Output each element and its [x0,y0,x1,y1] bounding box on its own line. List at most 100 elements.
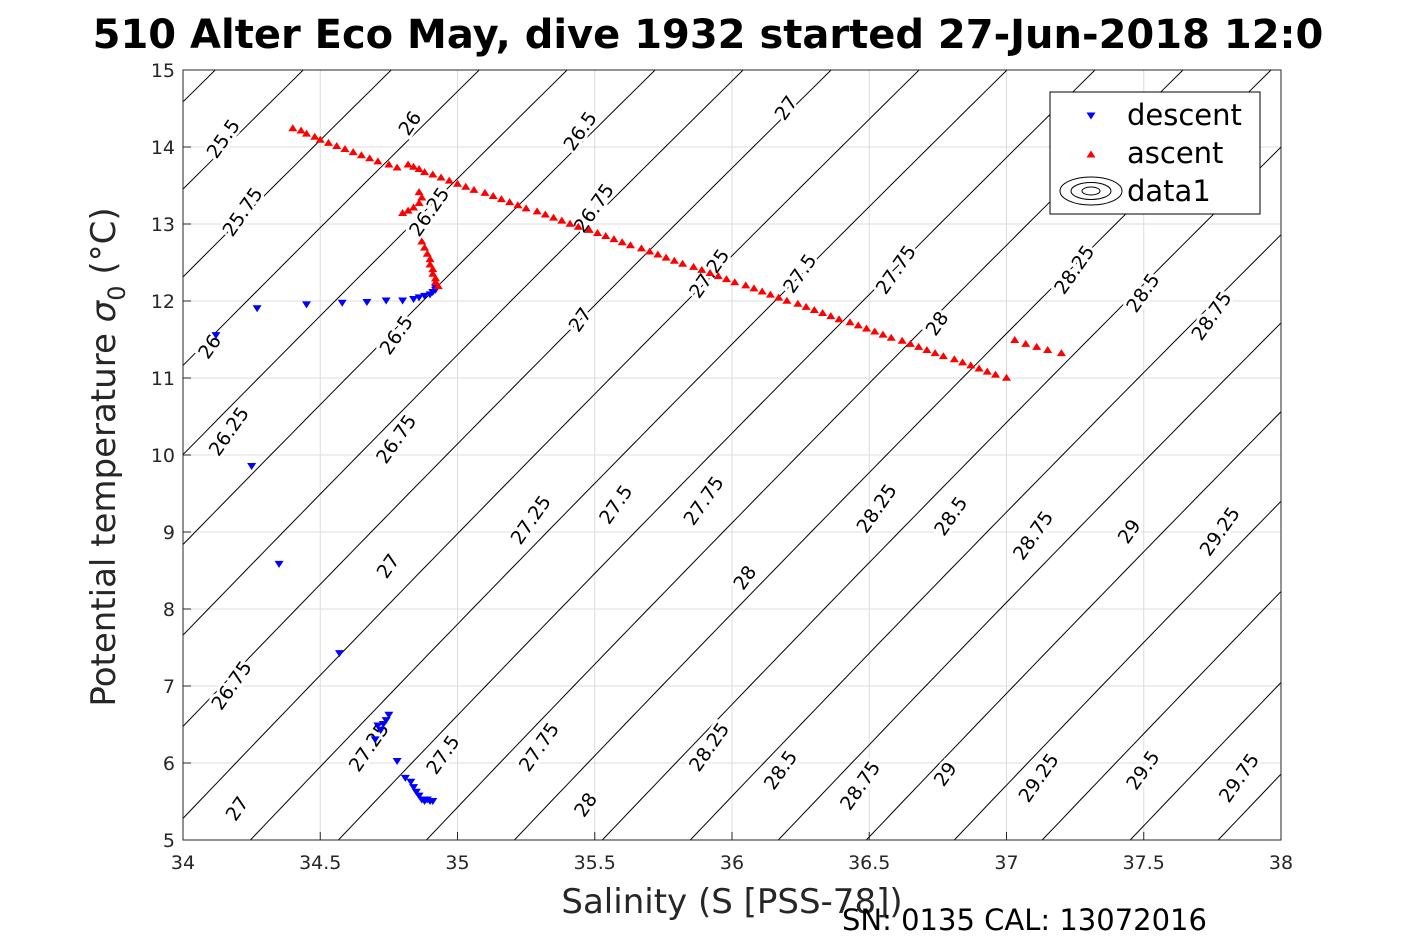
x-tick-label: 34 [171,852,195,874]
ascent-point [991,370,1001,378]
ascent-point [974,364,984,372]
y-tick-label: 8 [163,599,175,621]
descent-point [381,297,391,305]
ascent-point [862,324,872,332]
descent-point [302,301,312,309]
density-contour-line [183,70,568,456]
ascent-point [661,253,671,261]
density-contour-line [1394,70,1417,840]
ascent-point [340,145,350,153]
ascent-point [356,151,366,159]
x-tick-label: 35.5 [574,852,616,874]
density-contour-line [183,70,920,820]
ascent-point [540,210,550,218]
ascent-point [1021,339,1031,347]
ascent-point [444,176,454,184]
ascent-point [697,265,707,273]
descent-point [334,650,344,658]
y-tick-label: 15 [151,60,175,82]
descent-point [381,717,391,725]
descent-point [373,722,383,730]
ascent-point [453,179,462,187]
ascent-point [573,222,583,230]
legend-ascent-label: ascent [1127,136,1223,170]
density-contour-line [183,70,480,367]
y-tick-label: 7 [163,676,175,698]
ascent-point [557,216,567,224]
ascent-point [592,228,602,236]
ascent-point [930,349,940,357]
descent-point [370,736,380,744]
x-axis-label: Salinity (S [PSS-78]) [561,882,902,922]
y-axis-label-symbol: σ [84,299,124,322]
ascent-point [428,269,438,277]
y-tick-label: 12 [151,291,175,313]
ascent-point [461,182,471,190]
descent-point [414,294,424,302]
ascent-point [793,299,803,307]
ascent-point [565,219,575,227]
ascent-point [636,244,646,252]
ascent-point [428,170,438,178]
ascent-point [809,305,819,313]
descent-point [422,796,432,804]
y-tick-label: 13 [151,214,175,236]
density-contour-line [1306,70,1417,840]
legend-descent-label: descent [1127,98,1242,132]
ascent-point [741,281,751,289]
y-tick-label: 14 [151,137,175,159]
descent-point [398,297,408,305]
descent-point [337,299,347,307]
descent-point [409,295,419,303]
density-contour-line [865,411,1281,840]
y-tick-label: 6 [163,753,175,775]
ascent-point [878,330,888,338]
ascent-point [420,168,430,176]
density-contour-line [1041,590,1281,840]
legend-contour-icon [1059,176,1123,206]
ascent-point [433,282,443,290]
y-tick-label: 11 [151,368,175,390]
ascent-point [417,237,427,245]
ascent-point [288,124,298,132]
ascent-series [288,124,1066,381]
ascent-point [417,193,427,201]
descent-point [428,798,438,805]
ascent-point [669,256,679,264]
descent-point [274,560,284,568]
density-contour-line [953,500,1281,840]
ascent-point [431,274,441,282]
ascent-point [853,321,863,329]
x-axis-ticks: 34 34.5 35 35.5 36 36.5 37 37.5 38 [171,832,1293,874]
density-contour-line [183,70,744,636]
ascent-point [774,293,784,301]
ascent-point [496,195,506,203]
descent-point [392,757,402,765]
y-tick-label: 5 [163,830,175,852]
ascent-point [625,241,635,249]
descent-point [211,332,221,340]
ascent-point [678,259,688,267]
descent-series [211,284,441,805]
density-contour-line [183,70,656,546]
density-contour-line [183,70,832,728]
legend-descent-marker [1086,112,1096,120]
y-tick-label: 10 [151,445,175,467]
ascent-point [782,296,792,304]
ascent-point [392,163,402,171]
legend: descent ascent data1 [1049,91,1261,215]
descent-point [252,305,262,313]
ascent-point [409,203,419,211]
ascent-point [302,129,312,137]
ascent-point [513,201,523,209]
ascent-point [757,287,767,295]
descent-point [247,463,257,471]
ascent-point [834,315,844,323]
x-tick-label: 36.5 [848,852,890,874]
ascent-point [982,367,992,375]
ascent-point [1010,336,1020,343]
ascent-point [958,358,968,366]
ascent-point [617,238,627,246]
ascent-point [323,138,333,146]
ascent-point [601,232,611,240]
